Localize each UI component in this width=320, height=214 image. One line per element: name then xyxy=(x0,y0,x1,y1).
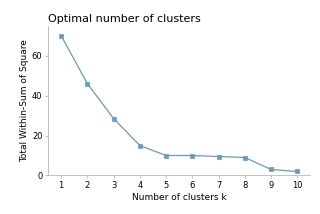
X-axis label: Number of clusters k: Number of clusters k xyxy=(132,193,227,202)
Y-axis label: Total Within-Sum of Square: Total Within-Sum of Square xyxy=(20,39,29,162)
Text: Optimal number of clusters: Optimal number of clusters xyxy=(48,13,201,24)
